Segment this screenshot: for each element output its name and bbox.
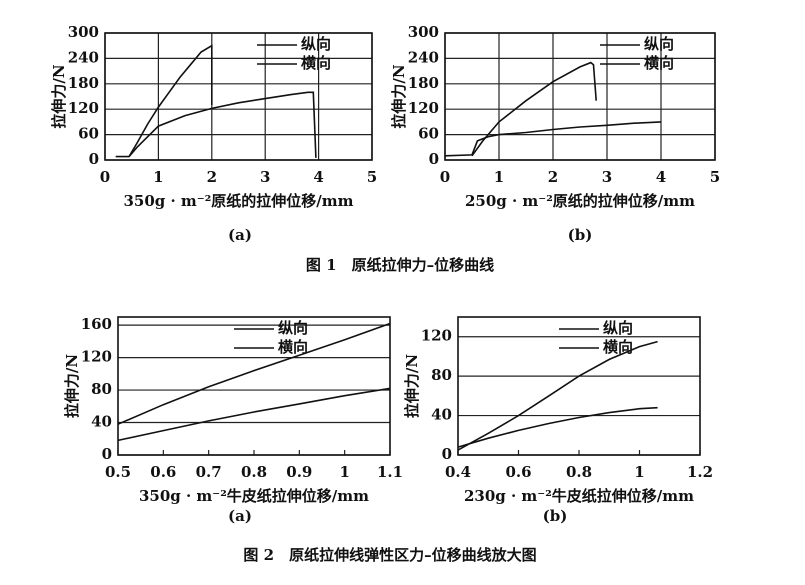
legend-label: 纵向 xyxy=(644,35,674,53)
legend-label: 纵向 xyxy=(603,319,633,337)
panel-label: (a) xyxy=(228,507,252,525)
y-tick-label: 180 xyxy=(408,74,439,92)
x-tick-label: 3 xyxy=(602,168,612,186)
data-line xyxy=(457,340,658,451)
y-tick-label: 160 xyxy=(81,315,112,333)
y-tick-label: 0 xyxy=(89,150,99,168)
legend-label: 横向 xyxy=(603,338,633,356)
y-axis-title: 拉伸力/N xyxy=(63,354,81,418)
y-tick-label: 120 xyxy=(421,327,452,345)
y-tick-label: 0 xyxy=(442,445,452,463)
plot-frame xyxy=(457,316,701,456)
y-tick-label: 40 xyxy=(431,406,452,424)
figure-caption: 图 1 原纸拉伸力–位移曲线 xyxy=(306,256,494,274)
x-axis-title: 350g · m⁻²原纸的拉伸位移/mm xyxy=(123,192,353,210)
x-axis-title: 350g · m⁻²牛皮纸拉伸位移/mm xyxy=(139,487,369,505)
legend-label: 横向 xyxy=(301,54,331,72)
y-tick-label: 300 xyxy=(68,23,99,41)
y-tick-label: 0 xyxy=(429,150,439,168)
x-tick-label: 1.2 xyxy=(687,463,713,481)
y-tick-label: 240 xyxy=(68,48,99,66)
x-tick-label: 5 xyxy=(710,168,720,186)
y-tick-label: 120 xyxy=(408,99,439,117)
x-tick-label: 1 xyxy=(634,463,644,481)
x-tick-label: 2 xyxy=(207,168,217,186)
x-tick-label: 0.8 xyxy=(566,463,592,481)
panel-label: (a) xyxy=(228,226,252,244)
x-tick-label: 1 xyxy=(494,168,504,186)
y-tick-label: 120 xyxy=(68,99,99,117)
legend-label: 纵向 xyxy=(301,35,331,53)
data-line xyxy=(128,91,317,158)
y-tick-label: 80 xyxy=(431,366,452,384)
x-tick-label: 0.7 xyxy=(196,463,222,481)
x-tick-label: 0.6 xyxy=(150,463,176,481)
y-tick-label: 180 xyxy=(68,74,99,92)
x-tick-label: 0.9 xyxy=(286,463,312,481)
x-tick-label: 0 xyxy=(100,168,110,186)
legend-label: 横向 xyxy=(278,338,308,356)
x-tick-label: 1.1 xyxy=(377,463,403,481)
data-line xyxy=(457,406,658,448)
x-axis-title: 230g · m⁻²牛皮纸拉伸位移/mm xyxy=(464,487,694,505)
x-axis-title: 250g · m⁻²原纸的拉伸位移/mm xyxy=(465,192,695,210)
y-tick-label: 60 xyxy=(78,125,99,143)
y-tick-label: 0 xyxy=(102,445,112,463)
figure-caption: 图 2 原纸拉伸线弹性区力–位移曲线放大图 xyxy=(243,546,536,564)
y-axis-title: 拉伸力/N xyxy=(403,354,421,418)
data-line xyxy=(117,387,391,442)
x-tick-label: 0.5 xyxy=(105,463,131,481)
legend-label: 横向 xyxy=(644,54,674,72)
x-tick-label: 4 xyxy=(313,168,323,186)
x-tick-label: 5 xyxy=(367,168,377,186)
y-axis-title: 拉伸力/N xyxy=(390,64,408,128)
plot-frame xyxy=(117,316,391,456)
plot-frame xyxy=(104,32,373,161)
x-tick-label: 0.6 xyxy=(505,463,531,481)
x-tick-label: 4 xyxy=(656,168,666,186)
x-tick-label: 3 xyxy=(260,168,270,186)
data-line xyxy=(115,44,213,158)
y-tick-label: 60 xyxy=(418,125,439,143)
y-axis-title: 拉伸力/N xyxy=(50,64,68,128)
y-tick-label: 300 xyxy=(408,23,439,41)
panel-label: (b) xyxy=(543,507,568,525)
y-tick-label: 80 xyxy=(91,380,112,398)
plot-frame xyxy=(444,32,716,161)
y-tick-label: 240 xyxy=(408,48,439,66)
x-tick-label: 1 xyxy=(153,168,163,186)
x-tick-label: 2 xyxy=(548,168,558,186)
data-line xyxy=(471,61,597,157)
y-tick-label: 40 xyxy=(91,413,112,431)
data-line xyxy=(444,121,662,157)
data-line xyxy=(117,322,391,425)
panel-label: (b) xyxy=(568,226,593,244)
y-tick-label: 120 xyxy=(81,348,112,366)
x-tick-label: 0.8 xyxy=(241,463,267,481)
x-tick-label: 0 xyxy=(440,168,450,186)
legend-label: 纵向 xyxy=(278,319,308,337)
x-tick-label: 0.4 xyxy=(445,463,471,481)
x-tick-label: 1 xyxy=(339,463,349,481)
